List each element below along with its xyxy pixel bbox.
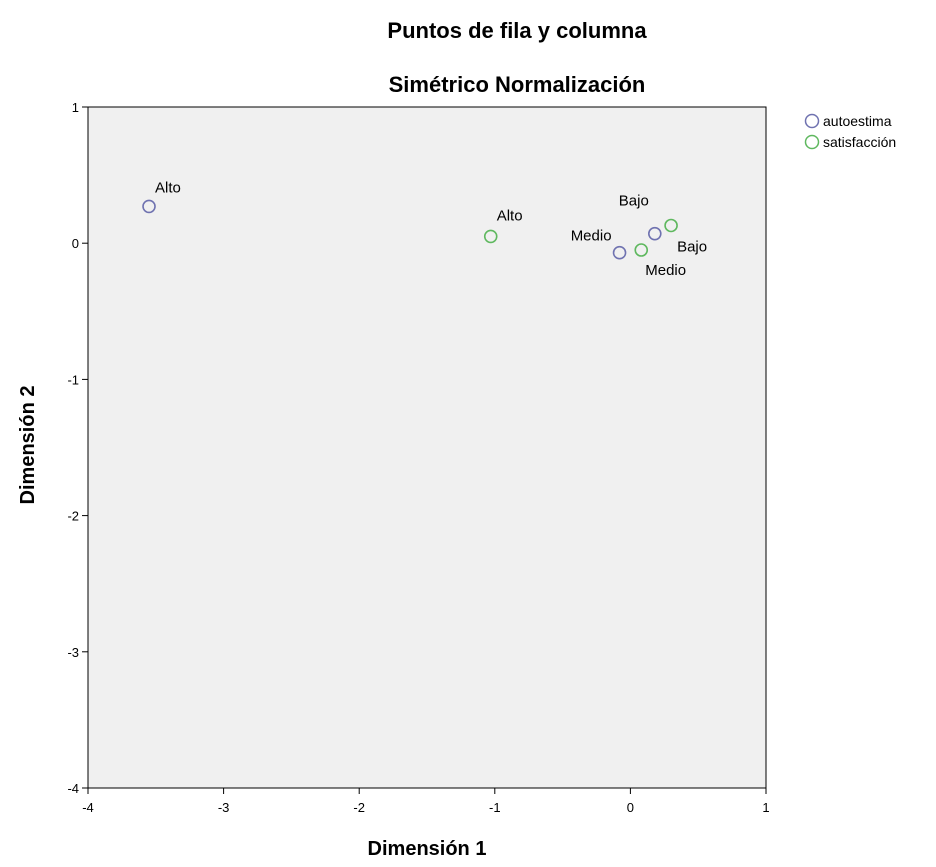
x-tick-label: 0	[627, 800, 634, 815]
x-tick-label: -2	[353, 800, 365, 815]
point-satisfacción-alto	[483, 229, 498, 244]
point-label: Alto	[497, 207, 523, 224]
y-tick-label: 1	[72, 100, 79, 115]
y-tick-label: -2	[67, 509, 79, 524]
y-tick-label: -4	[67, 781, 79, 796]
x-tick-label: -3	[218, 800, 230, 815]
x-axis: -4 -3 -2 -1 0 1	[82, 788, 770, 815]
plot-area	[87, 106, 767, 789]
point-label: Bajo	[677, 238, 707, 255]
x-tick-label: -4	[82, 800, 94, 815]
legend: autoestima satisfacción	[804, 113, 896, 150]
y-tick-label: -1	[67, 372, 79, 387]
point-autoestima-alto	[142, 199, 156, 214]
point-label: Alto	[155, 179, 181, 196]
data-points: Alto Medio Bajo Alto Medio Bajo	[142, 179, 707, 279]
x-tick-label: -1	[489, 800, 501, 815]
chart-title: Puntos de fila y columna	[387, 18, 647, 43]
point-satisfacción-bajo	[664, 218, 678, 233]
point-label: Medio	[645, 262, 686, 279]
point-autoestima-bajo	[648, 226, 662, 241]
x-tick-label: 1	[762, 800, 769, 815]
y-axis-title: Dimensión 2	[17, 386, 39, 505]
legend-label-satisfaccion: satisfacción	[823, 134, 896, 150]
x-axis-title: Dimensión 1	[368, 838, 487, 860]
y-tick-label: 0	[72, 236, 79, 251]
y-axis: 1 0 -1 -2 -3 -4	[67, 100, 88, 796]
legend-label-autoestima: autoestima	[823, 113, 892, 129]
y-tick-label: -3	[67, 645, 79, 660]
legend-marker-autoestima	[804, 113, 820, 129]
point-label: Medio	[571, 228, 612, 245]
legend-marker-satisfaccion	[804, 134, 820, 150]
chart-subtitle: Simétrico Normalización	[389, 72, 646, 97]
point-autoestima-medio	[612, 245, 627, 260]
point-label: Bajo	[619, 193, 649, 210]
point-satisfacción-medio	[634, 243, 649, 257]
